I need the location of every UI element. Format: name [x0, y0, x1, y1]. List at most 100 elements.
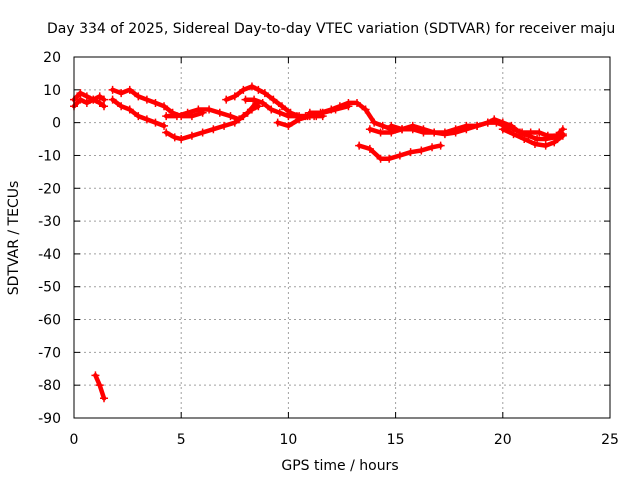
data-point [254, 85, 263, 94]
data-point [134, 112, 143, 121]
plot-area [70, 82, 567, 403]
data-point [361, 105, 370, 114]
y-tick-label: 0 [52, 116, 61, 132]
data-point [82, 92, 91, 101]
data-point [198, 128, 207, 137]
data-point [344, 102, 353, 111]
y-tick-label: -60 [38, 313, 61, 329]
data-point [498, 125, 507, 134]
data-point [483, 118, 492, 127]
grid [74, 57, 610, 418]
chart-title: Day 334 of 2025, Sidereal Day-to-day VTE… [47, 21, 615, 37]
data-point [451, 125, 460, 134]
series-arc-12 [355, 141, 445, 163]
data-point [408, 125, 417, 134]
series-line [307, 103, 351, 116]
y-tick-label: -90 [38, 411, 61, 427]
data-point [398, 125, 407, 134]
data-point [162, 128, 171, 137]
data-point [462, 121, 471, 130]
data-point [243, 108, 252, 117]
data-point [194, 105, 203, 114]
data-point [277, 102, 286, 111]
data-point [230, 92, 239, 101]
data-point [284, 112, 293, 121]
data-point [222, 95, 231, 104]
y-tick-label: -50 [38, 280, 61, 296]
data-point [89, 95, 98, 104]
data-point [526, 128, 535, 137]
data-point [160, 121, 169, 130]
data-point [220, 121, 229, 130]
data-point [100, 394, 109, 403]
y-tick-label: 20 [43, 50, 61, 66]
y-tick-label: -20 [38, 181, 61, 197]
data-point [436, 141, 445, 150]
plot-frame [73, 56, 611, 419]
data-point [535, 128, 544, 137]
data-point [365, 144, 374, 153]
series-arc-3 [91, 371, 109, 403]
data-point [365, 125, 374, 134]
data-point [295, 115, 304, 124]
series-arc-15 [498, 125, 567, 150]
data-point [417, 146, 426, 155]
data-point [170, 133, 179, 142]
x-tick-label: 10 [279, 432, 297, 448]
data-point [151, 118, 160, 127]
data-point [125, 85, 134, 94]
data-point [520, 135, 529, 144]
data-point [318, 108, 327, 117]
data-point [440, 128, 449, 137]
data-point [284, 121, 293, 130]
data-point [205, 105, 214, 114]
data-point [331, 105, 340, 114]
series-line [163, 100, 259, 122]
data-point [142, 95, 151, 104]
data-point [100, 102, 109, 111]
data-point [177, 135, 186, 144]
data-point [428, 143, 437, 152]
data-point [541, 141, 550, 150]
data-point [183, 108, 192, 117]
x-tick-label: 15 [387, 432, 405, 448]
data-point [355, 141, 364, 150]
data-point [530, 139, 539, 148]
series-arc-5 [108, 95, 169, 130]
data-point [95, 98, 104, 107]
data-point [134, 92, 143, 101]
x-tick-label: 25 [601, 432, 619, 448]
x-axis-label: GPS time / hours [281, 458, 398, 474]
data-point [273, 118, 282, 127]
data-point [378, 121, 387, 130]
x-tick-label: 0 [70, 432, 79, 448]
data-point [172, 112, 181, 121]
data-point [387, 121, 396, 130]
data-point [430, 128, 439, 137]
data-point [226, 112, 235, 121]
tick-labels: 20 10 0 -10 -20 -30 -40 -50 -60 -70 -80 -90 0 5 10 15 20… [38, 50, 619, 448]
data-point [376, 128, 385, 137]
data-point [95, 381, 104, 390]
data-point [108, 85, 117, 94]
data-point [406, 148, 415, 157]
data-point [269, 95, 278, 104]
data-point [247, 82, 256, 91]
data-point [543, 131, 552, 140]
data-point [275, 108, 284, 117]
data-point [419, 128, 428, 137]
data-point [258, 98, 267, 107]
series-arc-2 [70, 89, 109, 111]
y-tick-label: -30 [38, 214, 61, 230]
data-point [235, 115, 244, 124]
data-point [250, 95, 259, 104]
data-point [518, 128, 527, 137]
y-tick-label: -10 [38, 148, 61, 164]
data-point [76, 89, 85, 98]
y-tick-label: -80 [38, 378, 61, 394]
data-point [108, 95, 117, 104]
series-arc-14 [387, 118, 567, 140]
data-point [117, 89, 126, 98]
y-tick-label: -70 [38, 345, 61, 361]
